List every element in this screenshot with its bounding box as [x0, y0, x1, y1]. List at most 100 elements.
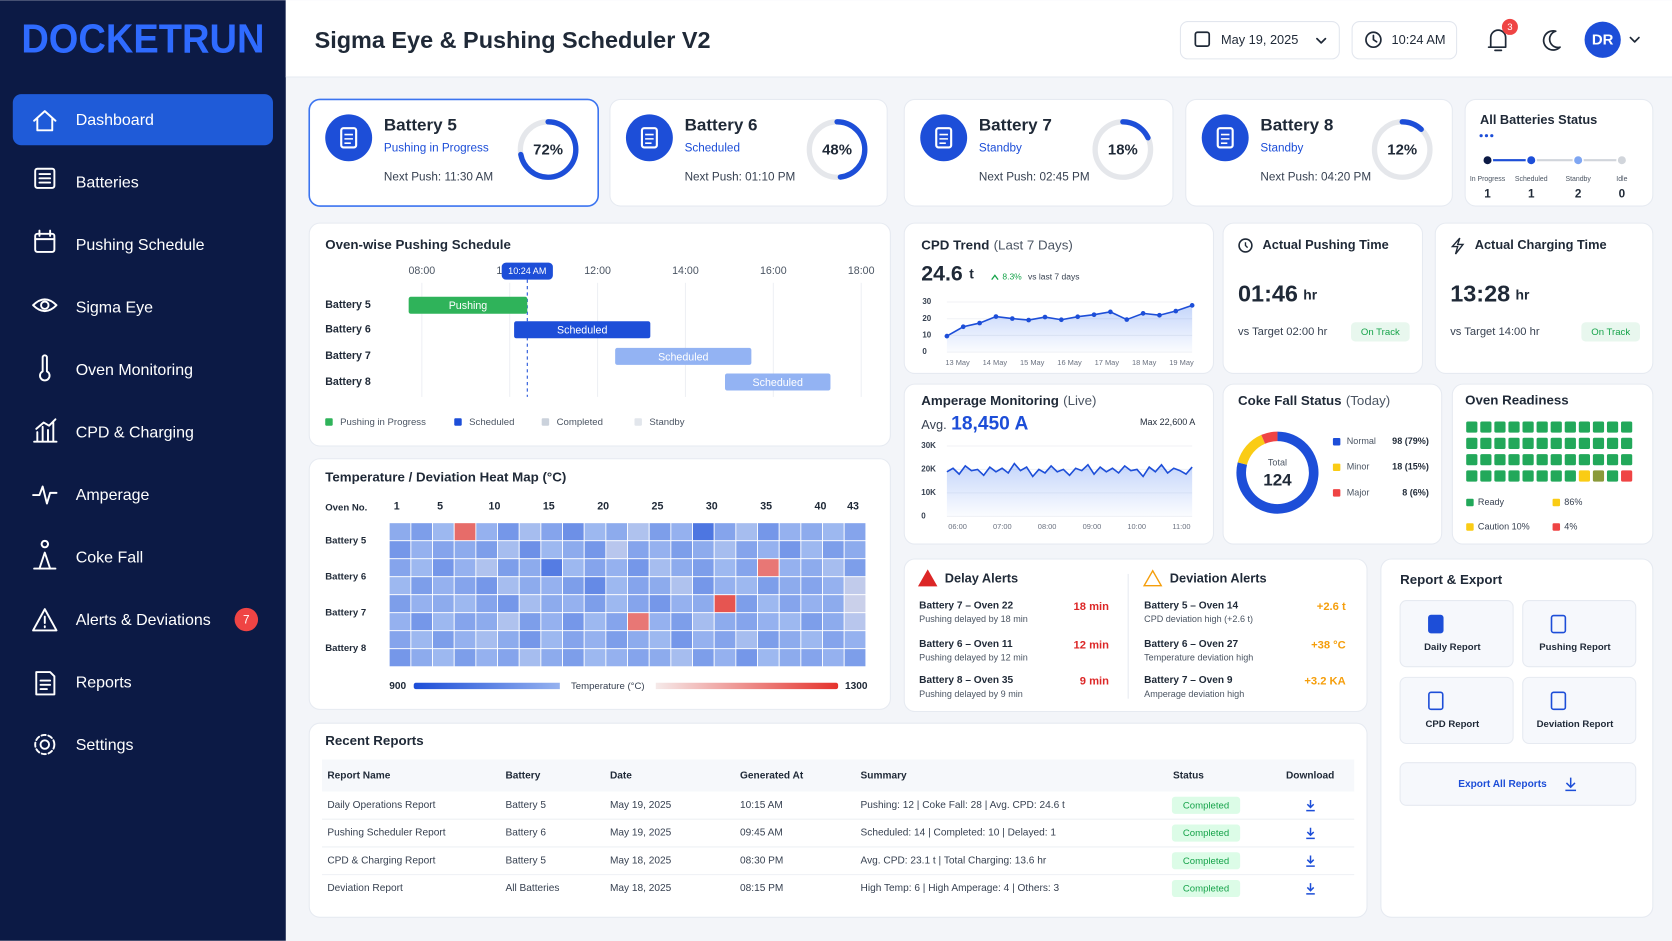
heatmap-cell: [822, 576, 845, 596]
heatmap-cell: [583, 612, 607, 632]
heatmap-cell: [648, 558, 672, 578]
table-header: Date: [610, 771, 632, 782]
heatmap-cell: [778, 576, 802, 596]
heatmap-cell: [778, 612, 802, 632]
kpi-value: 13:28 hr: [1450, 281, 1530, 307]
heatmap-cell: [562, 540, 585, 560]
nav-item[interactable]: [13, 719, 273, 770]
report-button[interactable]: [1399, 600, 1514, 668]
cokefall-title-main: Coke Fall Status: [1238, 393, 1342, 408]
line-point: [1091, 312, 1097, 318]
oven-cell: [1480, 421, 1492, 433]
battery-icon-lines: [344, 133, 353, 144]
icon-thermo: [39, 354, 51, 382]
oven-cell: [1564, 470, 1576, 482]
alert-item-title: Battery 5 – Oven 14: [1144, 601, 1238, 612]
oven-cell: [1621, 437, 1633, 449]
legend-swatch: [1332, 489, 1341, 497]
heatmap-cell: [605, 612, 628, 632]
heatmap-cell: [583, 522, 607, 542]
date-picker[interactable]: [1179, 21, 1340, 60]
heatmap-cell: [692, 630, 715, 650]
nav-label: Coke Fall: [76, 549, 144, 566]
x-tick-label: 11:00: [1172, 522, 1190, 531]
x-tick-label: 07:00: [993, 522, 1012, 531]
download-icon[interactable]: [1306, 883, 1315, 895]
heatmap-cell: [453, 540, 477, 560]
heatmap-cell: [605, 540, 628, 560]
heatmap-cell: [692, 576, 715, 596]
heatmap-cell: [822, 630, 845, 650]
nav-item[interactable]: [13, 656, 273, 707]
next-push: Next Push: 02:45 PM: [979, 170, 1090, 183]
download-icon[interactable]: [1306, 855, 1315, 867]
battery-icon-glyph: [1216, 127, 1234, 149]
heatmap-cell: [605, 558, 628, 578]
amperage-max: Max 22,600 A: [1140, 417, 1196, 427]
nav-item[interactable]: [13, 157, 273, 208]
cokefall-title-note: (Today): [1346, 393, 1390, 408]
oven-cell: [1592, 470, 1605, 482]
heatmap-cell: [648, 612, 672, 632]
report-button[interactable]: [1522, 676, 1637, 745]
heatmap-cell: [627, 540, 650, 560]
heatmap-cell: [432, 522, 455, 542]
icon-theme[interactable]: [1542, 29, 1561, 51]
report-button[interactable]: [1522, 600, 1637, 668]
oven-cell: [1606, 470, 1619, 482]
heatmap-cell: [540, 594, 563, 614]
colorbar-max: 1300: [845, 681, 868, 692]
export-all-button[interactable]: [1399, 762, 1637, 806]
heatmap-cell: [735, 648, 758, 668]
download-icon[interactable]: [1306, 799, 1315, 812]
report-icon: [1428, 614, 1444, 634]
nav-label: Sigma Eye: [76, 299, 153, 316]
oven-cell: [1592, 421, 1605, 433]
download-icon[interactable]: [1306, 827, 1315, 840]
x-tick-label: 16 May: [1057, 358, 1082, 367]
stage-count: 0: [1619, 187, 1626, 200]
oven-cell: [1606, 421, 1619, 433]
heatmap-cell: [713, 612, 737, 632]
heatmap-cell: [778, 648, 802, 668]
x-tick-label: 18 May: [1132, 358, 1157, 367]
gauge-arc: [1092, 119, 1154, 180]
heatmap-x-tick: 5: [437, 501, 443, 513]
heatmap-cell: [670, 594, 693, 614]
heatmap-cell: [453, 612, 477, 632]
x-tick-label: 08:00: [409, 265, 436, 277]
heatmap-cell: [735, 540, 758, 560]
icon-alert: [32, 608, 58, 632]
cpd-change: 8.3%: [1002, 272, 1022, 282]
heatmap-cell: [410, 612, 433, 632]
oven-cell: [1592, 437, 1605, 449]
line-point: [1059, 317, 1064, 323]
heatmap-cell: [432, 630, 455, 650]
table-cell: 10:15 AM: [740, 800, 783, 811]
icon-lines: [38, 173, 52, 184]
table-cell: All Batteries: [505, 883, 559, 894]
heatmap-x-tick: 30: [706, 501, 718, 513]
heatmap-cell: [388, 522, 412, 542]
heatmap-cell: [540, 612, 563, 632]
alert-title: Delay Alerts: [945, 571, 1018, 586]
amperage-avg-label: Avg.: [921, 417, 946, 432]
battery-icon-glyph: [640, 127, 658, 149]
cpd-change-note: vs last 7 days: [1028, 272, 1080, 282]
stage-count: 1: [1484, 187, 1491, 200]
battery-icon-lines: [939, 133, 948, 144]
kpi-icon: [1238, 238, 1253, 253]
avatar[interactable]: [1584, 21, 1621, 58]
table-cell: Battery 5: [505, 800, 546, 811]
heatmap-cell: [800, 594, 823, 614]
report-button[interactable]: [1399, 676, 1514, 745]
x-tick-label: 12:00: [584, 265, 611, 277]
notification-count: 3: [1507, 22, 1512, 33]
heatmap-x-tick: 25: [652, 501, 664, 513]
export-all-label: Export All Reports: [1458, 779, 1547, 790]
kpi-icon-hand: [1244, 242, 1249, 249]
heatmap-cell: [692, 648, 715, 668]
icon-bell[interactable]: [1487, 29, 1507, 52]
cokefall-card: [1222, 383, 1443, 545]
